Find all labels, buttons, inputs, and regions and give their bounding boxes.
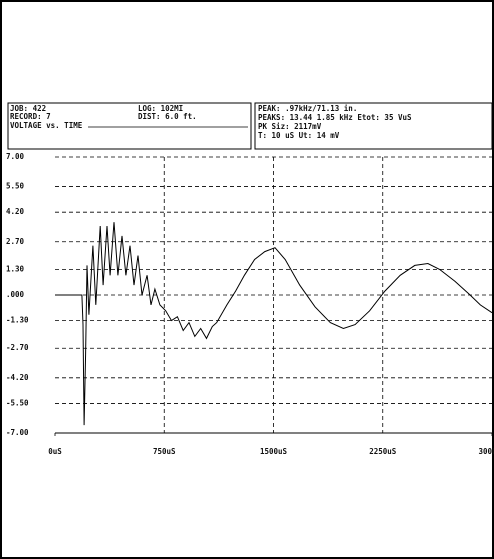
y-tick-label: 2.70 (6, 237, 25, 246)
header-text: LOG: 102MI (138, 104, 183, 113)
y-tick-label: -7.00 (6, 428, 29, 437)
x-tick-label: 0uS (48, 447, 62, 456)
y-tick-label: -5.50 (6, 398, 29, 407)
waveform (55, 222, 493, 426)
y-tick-label: -4.20 (6, 373, 29, 382)
x-tick-label: 1500uS (260, 447, 288, 456)
x-tick-label: 750uS (153, 447, 176, 456)
header-text: VOLTAGE vs. TIME (10, 121, 83, 130)
y-tick-label: 1.30 (6, 264, 25, 273)
header-text: PEAKS: 13.44 1.85 kHz Etot: 35 VuS (258, 113, 412, 122)
header-text: PEAK: .97kHz/71.13 in. (258, 104, 357, 113)
header-text: T: 10 uS Ut: 14 mV (258, 131, 340, 140)
header-box (254, 102, 493, 150)
y-tick-label: .000 (6, 290, 25, 299)
header-text: PK Siz: 2117mV (258, 122, 322, 131)
y-tick-label: 4.20 (6, 207, 25, 216)
header-text: JOB: 422 (10, 104, 46, 113)
y-tick-label: -1.30 (6, 316, 29, 325)
header-box (7, 102, 252, 150)
x-tick-label: 2250uS (369, 447, 397, 456)
y-tick-label: 5.50 (6, 182, 25, 191)
header-text: DIST: 6.0 ft. (138, 112, 197, 121)
y-tick-label: -2.70 (6, 343, 29, 352)
x-tick-label: 3000uS (478, 447, 494, 456)
y-tick-label: 7.00 (6, 152, 25, 161)
header-text: RECORD: 7 (10, 112, 51, 121)
